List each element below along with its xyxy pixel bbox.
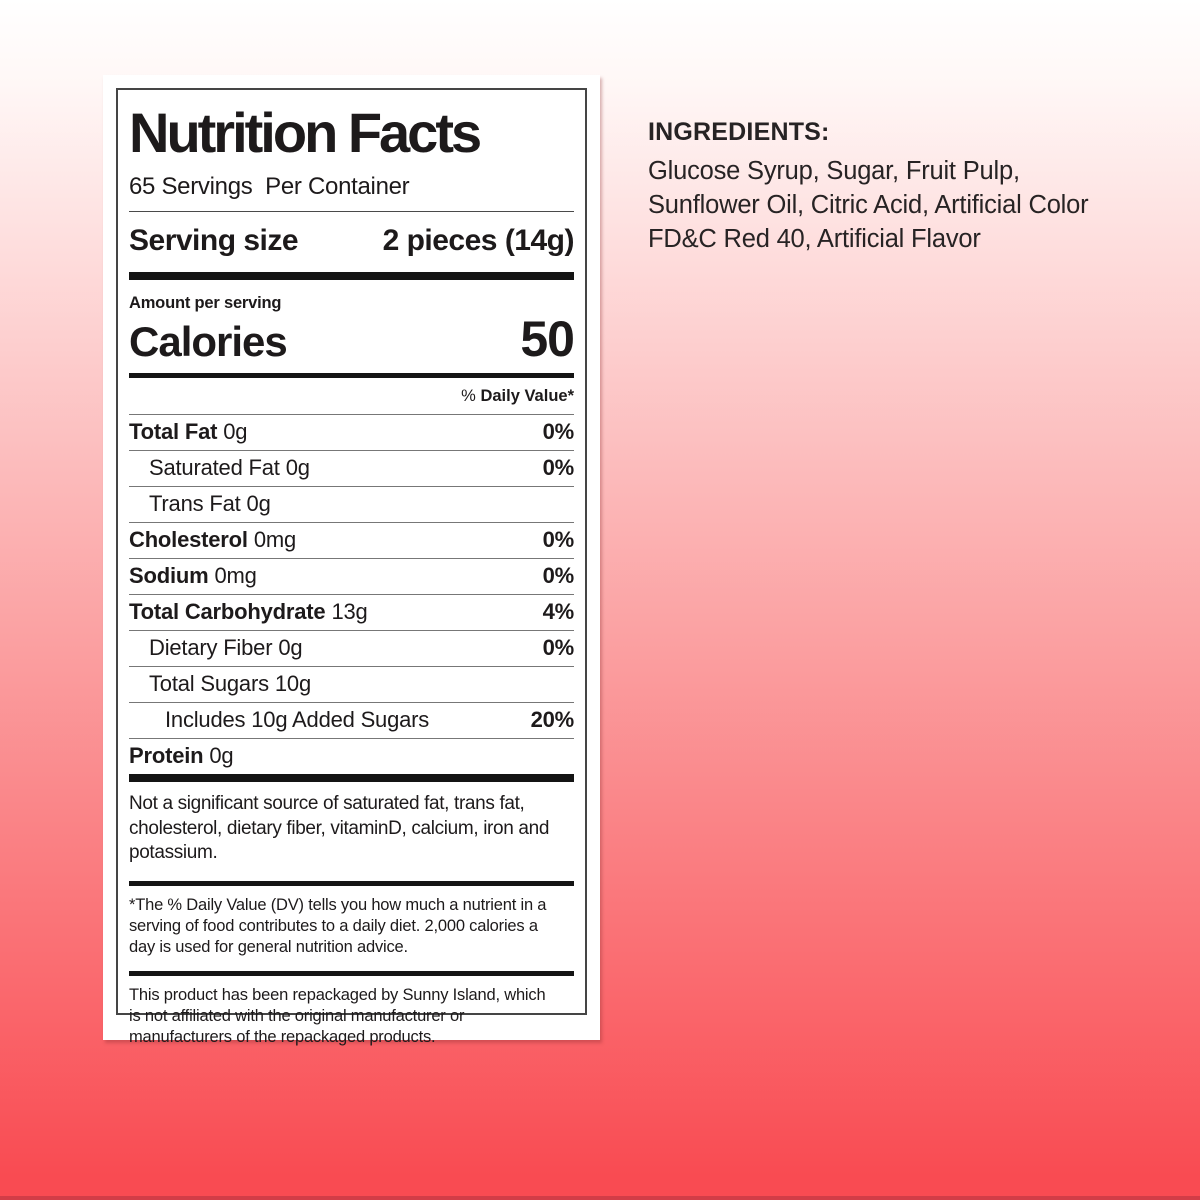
nutrient-name: Sodium [129,563,209,589]
daily-value-header-text: Daily Value* [480,387,574,406]
nutrient-name: Total Sugars [149,671,269,697]
nutrient-row: Sodium 0mg 0% [129,559,575,596]
nutrient-name: Trans Fat [149,491,241,517]
servings-per-container: 65 Servings Per Container [129,173,574,213]
thick-divider-bar [129,272,574,281]
repackaged-disclaimer: This product has been repackaged by Sunn… [129,985,546,1046]
ingredients-section: INGREDIENTS: Glucose Syrup, Sugar, Fruit… [648,118,1120,256]
nutrient-name: Total Fat [129,419,218,445]
nutrient-daily-value: 0% [542,635,575,661]
nutrient-amount: 10g [274,671,311,697]
nutrient-row: Cholesterol 0mg 0% [129,523,575,560]
nutrient-row: Protein 0g [129,739,574,774]
bottom-accent-strip [0,1196,1200,1200]
nutrient-name: Protein [129,743,204,769]
thick-divider-bar [129,774,574,783]
nutrient-row: Trans Fat 0g [129,487,574,524]
ingredients-text: Glucose Syrup, Sugar, Fruit Pulp, Sunflo… [648,157,1089,253]
amount-per-serving-label: Amount per serving [129,294,282,313]
nutrient-daily-value: 0% [542,527,575,553]
serving-size-value: 2 pieces (14g) [382,224,575,258]
nutrient-row: Total Carbohydrate 13g 4% [129,595,575,632]
nutrition-facts-card: Nutrition Facts 65 Servings Per Containe… [103,75,600,1046]
nutrient-amount: 0g [209,743,234,769]
nutrient-amount: 0mg [253,527,297,553]
nutrient-row: Dietary Fiber 0g 0% [129,631,575,668]
calories-row: Calories 50 [129,310,575,368]
medium-divider-bar [129,880,574,886]
nutrient-row: Saturated Fat 0g 0% [129,451,575,488]
nutrient-daily-value: 0% [542,455,575,481]
nutrient-daily-value: 20% [530,707,575,733]
nutrient-row: Includes 10g Added Sugars 20% [129,703,575,740]
nutrient-amount: 13g [331,599,368,625]
nutrient-rows: Total Fat 0g 0% Saturated Fat 0g 0% Trans … [129,415,574,774]
nutrient-amount: 0g [278,635,303,661]
nutrient-row: Total Fat 0g 0% [129,415,575,452]
medium-divider-bar [129,373,574,379]
serving-size-row: Serving size 2 pieces (14g) [129,212,575,272]
nutrient-amount: 0g [223,419,248,445]
calories-label: Calories [129,318,288,366]
nutrient-daily-value: 0% [542,563,575,589]
nutrient-daily-value: 0% [542,419,575,445]
nutrition-facts-title: Nutrition Facts [129,101,482,164]
nutrient-name: Includes 10g Added Sugars [165,707,430,733]
nutrient-name: Saturated Fat [149,455,280,481]
daily-value-percent-sign: % [461,387,481,406]
nutrient-name: Cholesterol [129,527,248,553]
calories-value: 50 [520,311,575,368]
nutrient-row: Total Sugars 10g [129,667,574,704]
nutrient-amount: 0g [285,455,310,481]
medium-divider-bar [129,970,574,976]
ingredients-heading: INGREDIENTS: [648,118,830,146]
nutrient-amount: 0g [246,491,271,517]
daily-value-footnote: *The % Daily Value (DV) tells you how mu… [129,895,547,956]
not-significant-note: Not a significant source of saturated fa… [129,793,550,864]
serving-size-label: Serving size [129,224,299,258]
nutrient-name: Dietary Fiber [149,635,273,661]
nutrition-facts-border: Nutrition Facts 65 Servings Per Containe… [116,88,587,1046]
nutrient-name: Total Carbohydrate [129,599,326,625]
nutrient-daily-value: 4% [542,599,575,625]
nutrient-amount: 0mg [214,563,257,589]
daily-value-header: % Daily Value* [129,378,574,416]
